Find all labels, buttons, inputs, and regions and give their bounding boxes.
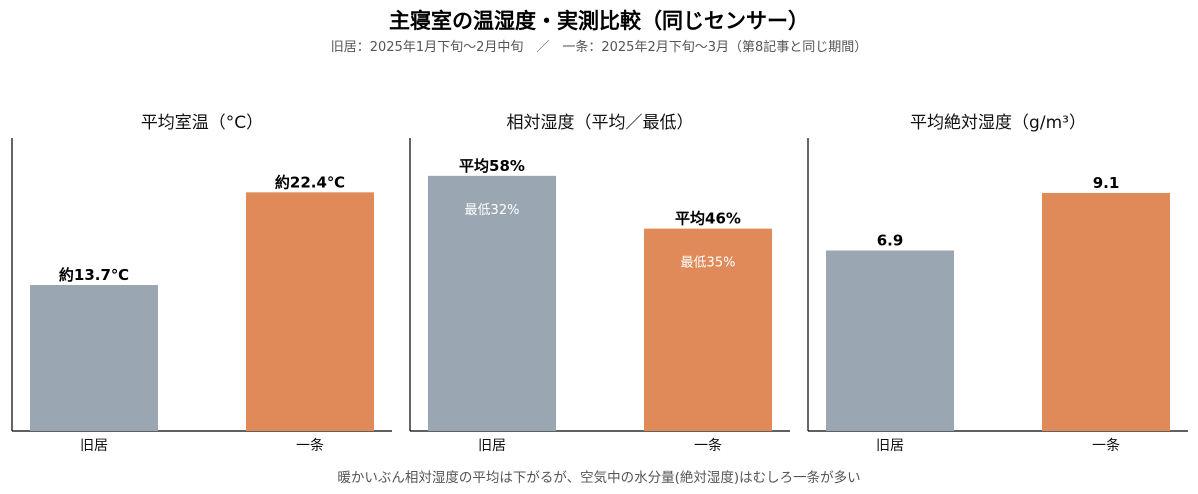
chart-title: 主寝室の温湿度・実測比較（同じセンサー） xyxy=(389,9,809,33)
chart-subtitle: 旧居：2025年1月下旬〜2月中旬 ／ 一条：2025年2月下旬〜3月（第8記事… xyxy=(330,40,868,55)
temperature-category-label-1: 旧居 xyxy=(80,438,108,454)
absolute-humidity-value-label-2: 9.1 xyxy=(1093,174,1120,192)
temperature-bar-1 xyxy=(30,285,158,431)
relative-humidity-bar-2 xyxy=(644,228,772,431)
absolute-humidity-bar-1 xyxy=(826,250,954,431)
relative-humidity-min-label-1: 最低32% xyxy=(465,203,520,218)
temperature-bar-2 xyxy=(246,192,374,431)
panel-title-temperature: 平均室温（°C） xyxy=(140,113,264,133)
relative-humidity-value-label-2: 平均46% xyxy=(675,210,741,228)
relative-humidity-bar-1 xyxy=(428,175,556,431)
relative-humidity-category-label-2: 一条 xyxy=(694,437,722,454)
relative-humidity-value-label-1: 平均58% xyxy=(459,157,525,175)
panel-title-relative-humidity: 相対湿度（平均／最低） xyxy=(506,113,694,133)
absolute-humidity-category-label-2: 一条 xyxy=(1092,437,1120,454)
temperature-category-label-2: 一条 xyxy=(296,437,324,454)
relative-humidity-min-label-2: 最低35% xyxy=(681,256,736,271)
relative-humidity-category-label-1: 旧居 xyxy=(478,438,506,454)
panel-title-absolute-humidity: 平均絶対湿度（g/m³） xyxy=(910,113,1086,133)
absolute-humidity-value-label-1: 6.9 xyxy=(877,231,904,249)
temperature-value-label-1: 約13.7℃ xyxy=(59,266,129,284)
absolute-humidity-category-label-1: 旧居 xyxy=(876,438,904,454)
temperature-value-label-2: 約22.4℃ xyxy=(275,173,345,191)
chart-footnote: 暖かいぶん相対湿度の平均は下がるが、空気中の水分量(絶対湿度)はむしろ一条が多い xyxy=(337,470,861,486)
absolute-humidity-bar-2 xyxy=(1042,192,1170,431)
